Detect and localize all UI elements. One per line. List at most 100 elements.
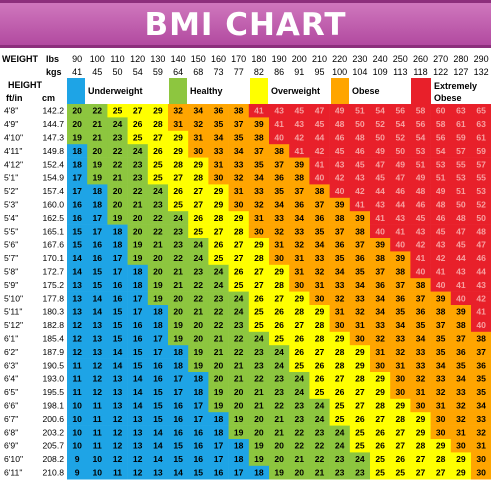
bmi-cell — [269, 318, 290, 333]
bmi-cell — [289, 117, 310, 132]
bmi-value: 34 — [476, 401, 486, 411]
bmi-value: 9 — [75, 468, 80, 478]
bmi-cell — [228, 157, 250, 172]
bmi-value: 47 — [375, 159, 385, 169]
bmi-cell — [248, 398, 270, 413]
bmi-cell — [228, 278, 250, 292]
bmi-value: 35 — [436, 334, 446, 344]
bmi-value: 24 — [274, 347, 284, 357]
bmi-value: 24 — [234, 307, 244, 317]
bmi-value: 28 — [396, 414, 406, 424]
bmi-value: 16 — [133, 334, 143, 344]
bmi-value: 33 — [476, 414, 486, 424]
weight-lbs-tick: 170 — [231, 54, 246, 64]
bmi-value: 30 — [416, 401, 426, 411]
bmi-cell — [147, 157, 169, 172]
bmi-cell — [450, 425, 472, 440]
bmi-value: 35 — [274, 186, 284, 196]
bmi-value: 39 — [295, 159, 305, 169]
bmi-cell — [390, 345, 411, 359]
bmi-value: 53 — [456, 173, 466, 183]
bmi-value: 46 — [355, 146, 365, 156]
bmi-cell — [269, 291, 290, 306]
bmi-cell — [329, 398, 351, 413]
bmi-value: 46 — [335, 133, 345, 143]
bmi-value: 23 — [214, 293, 224, 303]
bmi-value: 38 — [234, 106, 244, 116]
bmi-value: 54 — [396, 119, 406, 129]
bmi-cell — [410, 291, 431, 306]
bmi-value: 27 — [173, 173, 183, 183]
bmi-value: 40 — [335, 186, 345, 196]
bmi-value: 32 — [396, 347, 406, 357]
weight-lbs-tick: 130 — [150, 54, 165, 64]
bmi-cell — [370, 372, 391, 386]
bmi-cell — [208, 211, 229, 225]
bmi-cell — [329, 117, 351, 132]
bmi-value: 14 — [93, 307, 103, 317]
bmi-cell — [269, 345, 290, 359]
bmi-value: 30 — [396, 387, 406, 397]
bmi-value: 16 — [153, 374, 163, 384]
bmi-cell — [208, 318, 229, 333]
bmi-cell — [87, 224, 108, 239]
height-ftin-tick: 6'5" — [4, 387, 18, 397]
bmi-cell — [410, 171, 431, 185]
bmi-value: 26 — [234, 267, 244, 277]
height-cm-tick: 185.4 — [42, 334, 64, 344]
weight-kgs-tick: 45 — [92, 67, 102, 77]
bmi-value: 39 — [456, 307, 466, 317]
bmi-cell — [450, 398, 472, 413]
bmi-cell — [450, 331, 472, 346]
bmi-value: 19 — [194, 360, 204, 370]
bmi-cell — [168, 104, 189, 118]
bmi-cell — [349, 104, 371, 118]
height-ftin-tick: 5'2" — [4, 186, 18, 196]
bmi-value: 52 — [476, 200, 486, 210]
bmi-cell — [471, 117, 491, 132]
bmi-cell — [370, 117, 391, 132]
bmi-cell — [410, 305, 431, 319]
bmi-value: 20 — [214, 374, 224, 384]
bmi-cell — [471, 372, 491, 386]
bmi-value: 38 — [355, 226, 365, 236]
bmi-cell — [471, 157, 491, 172]
bmi-value: 37 — [295, 186, 305, 196]
bmi-value: 38 — [476, 334, 486, 344]
bmi-value: 26 — [133, 119, 143, 129]
bmi-value: 55 — [476, 173, 486, 183]
bmi-value: 25 — [153, 159, 163, 169]
bmi-cell — [289, 305, 310, 319]
bmi-cell — [107, 171, 128, 185]
bmi-value: 10 — [93, 454, 103, 464]
bmi-value: 24 — [295, 374, 305, 384]
bmi-cell — [127, 412, 149, 426]
bmi-cell — [349, 465, 371, 480]
bmi-cell — [370, 385, 391, 400]
bmi-cell — [349, 345, 371, 359]
bmi-cell — [289, 251, 310, 266]
bmi-value: 18 — [133, 267, 143, 277]
bmi-value: 29 — [295, 293, 305, 303]
bmi-value: 30 — [396, 374, 406, 384]
bmi-cell — [471, 291, 491, 306]
bmi-cell — [188, 278, 209, 292]
bmi-value: 50 — [375, 133, 385, 143]
bmi-cell — [188, 345, 209, 359]
bmi-value: 32 — [456, 414, 466, 424]
height-ftin-tick: 4'10" — [4, 133, 23, 143]
bmi-cell — [450, 211, 472, 225]
bmi-cell — [67, 358, 88, 373]
bmi-cell — [208, 171, 229, 185]
height-cm-tick: 165.1 — [42, 226, 64, 236]
bmi-value: 13 — [133, 414, 143, 424]
bmi-cell — [410, 184, 431, 199]
bmi-cell — [390, 412, 411, 426]
bmi-value: 13 — [113, 374, 123, 384]
bmi-value: 28 — [153, 119, 163, 129]
bmi-cell — [309, 251, 330, 266]
bmi-value: 50 — [456, 200, 466, 210]
weight-lbs-tick: 220 — [332, 54, 347, 64]
bmi-cell — [228, 171, 250, 185]
bmi-value: 32 — [476, 427, 486, 437]
